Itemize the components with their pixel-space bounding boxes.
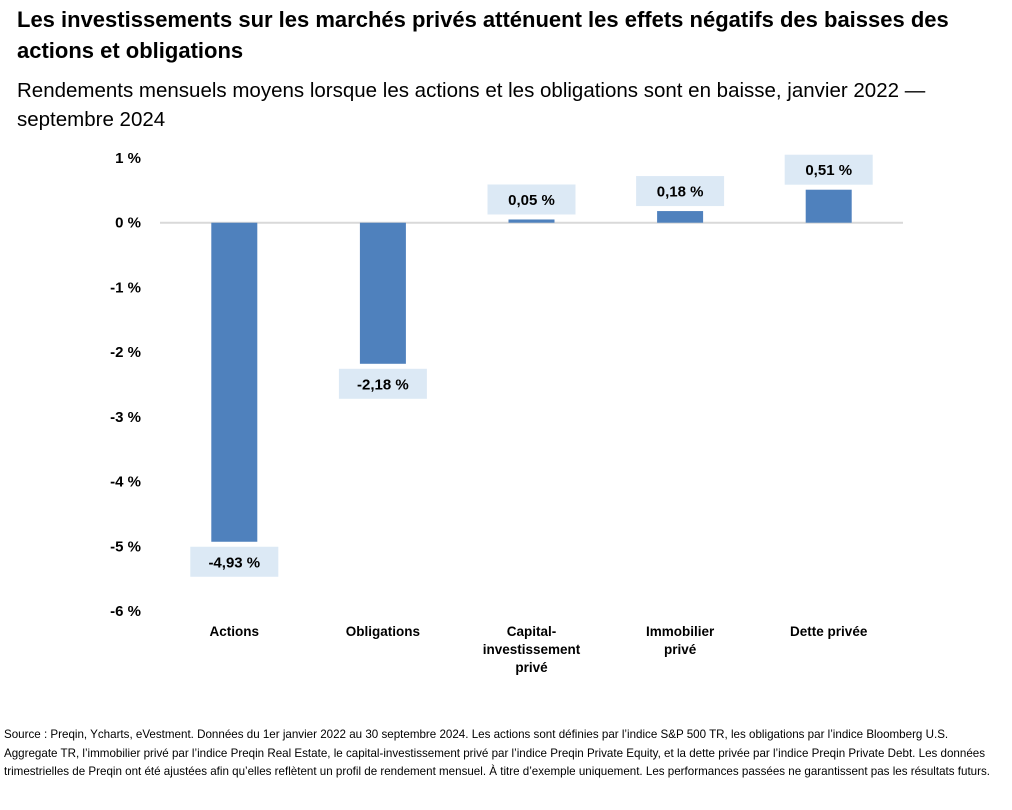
data-label-1: -2,18 % <box>357 376 409 393</box>
category-label-line: Actions <box>210 624 260 639</box>
category-label-2: Capital-investissement privé <box>483 624 581 675</box>
y-tick-label: -5 % <box>110 538 141 555</box>
category-label-line: Obligations <box>346 624 420 639</box>
data-label-box-4 <box>784 154 873 185</box>
y-tick-label: 1 % <box>115 150 141 167</box>
category-label-3: Immobilier privé <box>646 624 715 657</box>
bar-chart: 1 % 0 % -1 % -2 % -3 % -4 % -5 % -6 % -4,93 % Act… <box>110 150 903 675</box>
bar-4 <box>805 189 852 223</box>
bar-2 <box>508 219 555 223</box>
data-label-2: 0,05 % <box>508 192 555 209</box>
data-label-box-0 <box>190 546 279 577</box>
category-label-1: Obligations <box>346 624 420 639</box>
footnote-source: Source : Preqin, Ycharts, eVestment. Don… <box>4 728 991 778</box>
category-label-line: privé <box>664 642 697 657</box>
data-label-0: -4,93 % <box>208 554 260 571</box>
category-label-4: Dette privée <box>790 624 868 639</box>
bar-3 <box>657 211 704 223</box>
y-tick-label: -2 % <box>110 344 141 361</box>
category-label-line: privé <box>515 660 548 675</box>
bar-1 <box>359 222 406 364</box>
data-label-4: 0,51 % <box>805 162 852 179</box>
data-label-3: 0,18 % <box>657 184 704 201</box>
category-label-line: Dette privée <box>790 624 868 639</box>
chart-subtitle: Rendements mensuels moyens lorsque les a… <box>17 79 926 131</box>
category-label-0: Actions <box>210 624 260 639</box>
y-tick-label: -1 % <box>110 279 141 296</box>
bar-0 <box>211 222 258 542</box>
chart-title: Les investissements sur les marchés priv… <box>17 7 949 63</box>
y-tick-label: -6 % <box>110 603 141 620</box>
y-tick-label: -4 % <box>110 474 141 491</box>
data-label-box-1 <box>338 368 427 399</box>
category-label-line: investissement <box>483 642 581 657</box>
category-label-line: Capital- <box>507 624 557 639</box>
data-label-box-2 <box>487 184 576 215</box>
y-tick-label: 0 % <box>115 215 141 232</box>
category-label-line: Immobilier <box>646 624 715 639</box>
data-label-box-3 <box>636 176 725 207</box>
y-tick-label: -3 % <box>110 409 141 426</box>
